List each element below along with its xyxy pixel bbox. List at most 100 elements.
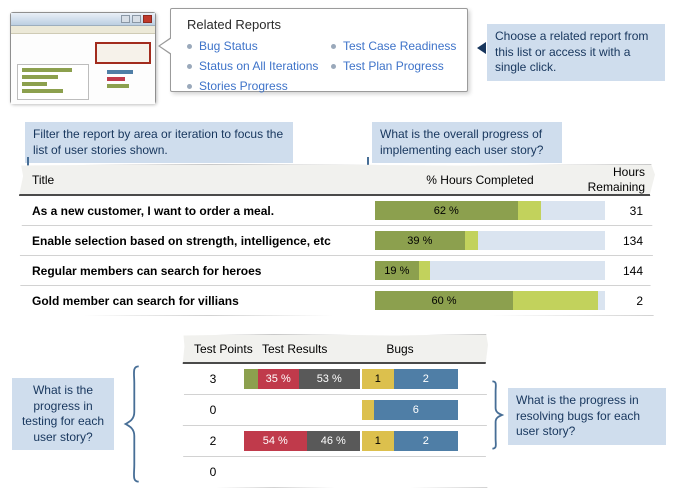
completed-segment: 62 % [375, 201, 518, 220]
browser-menubar [11, 26, 155, 34]
completed-segment: 39 % [375, 231, 465, 250]
bugs-bar: 1 2 [362, 431, 458, 451]
callout-arrow-icon [477, 42, 486, 54]
column-header-bugs: Bugs [386, 341, 414, 356]
related-reports-title: Related Reports [187, 17, 281, 32]
test-results-bar: 35 % 53 % [244, 369, 360, 389]
test-points-value: 0 [209, 465, 217, 479]
story-row: Regular members can search for heroes 19… [18, 256, 655, 286]
report-thumbnail-body [11, 34, 155, 104]
bugs-bar [362, 462, 458, 482]
related-report-link[interactable]: Test Plan Progress [343, 59, 444, 73]
bugs-bar: 6 [362, 400, 458, 420]
completed-segment: 60 % [375, 291, 513, 310]
test-row: 0 6 [182, 395, 488, 426]
story-row: As a new customer, I want to order a mea… [18, 196, 655, 226]
report-preview-panel [17, 64, 89, 100]
story-title: Gold member can search for villians [32, 293, 239, 308]
test-points-value: 2 [209, 434, 217, 448]
column-header-title: Title [32, 172, 55, 187]
hours-completed-bar: 62 % [375, 201, 605, 220]
bugs-bar: 1 2 [362, 369, 458, 389]
related-report-link[interactable]: Stories Progress [199, 79, 288, 93]
column-header-test-points: Test Points [194, 341, 253, 356]
hours-completed-bar: 39 % [375, 231, 605, 250]
related-reports-column-2: Test Case Readiness Test Plan Progress [331, 39, 456, 79]
results-failed-segment: 35 % [257, 369, 299, 389]
column-header-hours-remaining: Hours Remaining [587, 164, 645, 194]
bubble-tail-icon [160, 38, 172, 54]
results-failed-segment: 54 % [244, 431, 307, 451]
preview-bar [22, 68, 72, 72]
results-notrun-segment: 53 % [298, 369, 360, 389]
bugs-active-segment [362, 400, 374, 420]
maximize-icon [132, 15, 141, 23]
preview-bar [22, 75, 58, 79]
in-progress-segment [517, 201, 541, 220]
mini-bar-red [107, 77, 125, 81]
test-results-bar [244, 462, 360, 482]
column-header-test-results: Test Results [262, 341, 328, 356]
stories-table: Title % Hours Completed Hours Remaining … [18, 164, 655, 316]
preview-bar [22, 82, 47, 86]
close-icon [143, 15, 152, 23]
in-progress-segment [464, 231, 479, 250]
test-points-value: 0 [209, 403, 217, 417]
right-brace-icon [490, 380, 506, 450]
left-brace-icon [120, 364, 142, 484]
mini-bar-green [107, 84, 129, 88]
in-progress-segment [418, 261, 431, 280]
preview-bar [22, 89, 63, 93]
callout-choose-related: Choose a related report from this list o… [487, 24, 665, 81]
browser-titlebar [11, 13, 155, 26]
test-table: Test Points Test Results Bugs 3 35 % 53 … [182, 334, 488, 488]
story-title: As a new customer, I want to order a mea… [32, 203, 275, 218]
callout-filter: Filter the report by area or iteration t… [25, 122, 293, 164]
minimize-icon [121, 15, 130, 23]
bugs-resolved-segment: 2 [393, 369, 458, 389]
test-row: 0 [182, 457, 488, 488]
hours-remaining-value: 2 [636, 293, 643, 308]
in-progress-segment [513, 291, 599, 310]
bugs-active-segment: 1 [362, 431, 394, 451]
bullet-icon [331, 63, 336, 69]
hours-remaining-value: 134 [622, 233, 643, 248]
callout-overall-progress: What is the overall progress of implemen… [372, 122, 562, 164]
story-title: Regular members can search for heroes [32, 263, 262, 278]
callout-bug-progress: What is the progress in resolving bugs f… [508, 388, 666, 445]
related-reports-column-1: Bug Status Status on All Iterations Stor… [187, 39, 318, 99]
browser-window-thumbnail [10, 12, 156, 104]
hours-completed-bar: 60 % [375, 291, 605, 310]
bullet-icon [187, 83, 192, 89]
test-table-header: Test Points Test Results Bugs [182, 334, 488, 364]
completed-segment: 19 % [375, 261, 419, 280]
test-row: 3 35 % 53 % 1 2 [182, 364, 488, 395]
bugs-resolved-segment: 6 [373, 400, 458, 420]
hours-remaining-value: 31 [629, 203, 643, 218]
mini-bar-blue [107, 70, 133, 74]
related-reports-highlight-box [95, 42, 151, 64]
bullet-icon [187, 43, 192, 49]
column-header-hours-completed: % Hours Completed [426, 172, 534, 187]
related-report-link[interactable]: Status on All Iterations [199, 59, 319, 73]
story-row: Enable selection based on strength, inte… [18, 226, 655, 256]
test-results-bar: 54 % 46 % [244, 431, 360, 451]
related-report-link[interactable]: Bug Status [199, 39, 258, 53]
bugs-resolved-segment: 2 [393, 431, 458, 451]
results-passed-segment [244, 369, 258, 389]
test-row: 2 54 % 46 % 1 2 [182, 426, 488, 457]
related-report-link[interactable]: Test Case Readiness [343, 39, 457, 53]
stories-table-header: Title % Hours Completed Hours Remaining [18, 164, 655, 196]
results-notrun-segment: 46 % [306, 431, 360, 451]
story-title: Enable selection based on strength, inte… [32, 233, 331, 248]
mini-chart [107, 70, 147, 91]
callout-testing-progress: What is the progress in testing for each… [12, 378, 114, 451]
test-points-value: 3 [209, 372, 217, 386]
hours-remaining-value: 144 [622, 263, 643, 278]
story-row: Gold member can search for villians 60 %… [18, 286, 655, 316]
test-results-bar [244, 400, 360, 420]
hours-completed-bar: 19 % [375, 261, 605, 280]
bullet-icon [331, 43, 336, 49]
bullet-icon [187, 63, 192, 69]
